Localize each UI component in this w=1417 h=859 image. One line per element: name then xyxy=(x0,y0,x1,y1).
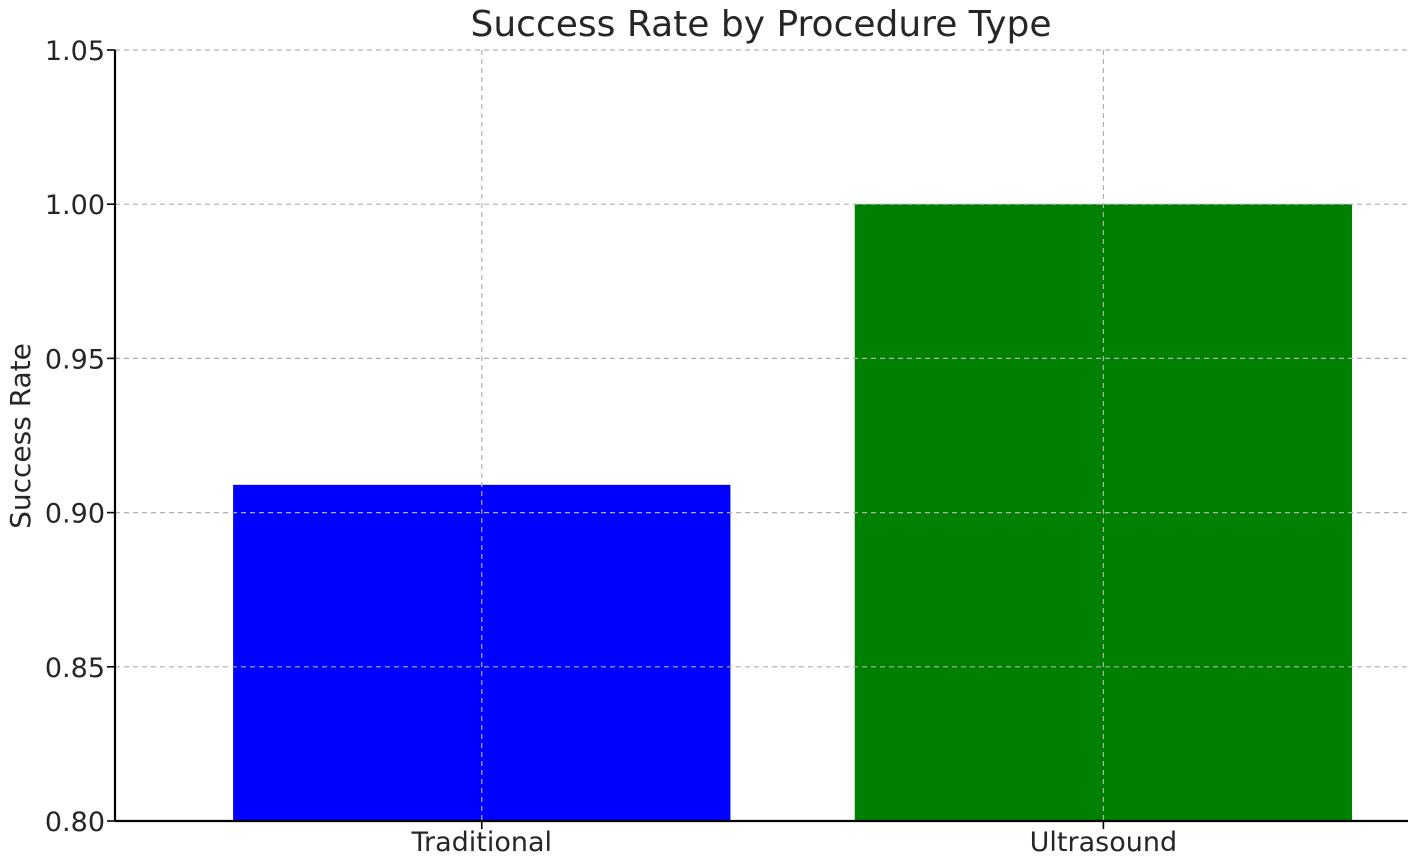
x-ticks: Traditional Ultrasound xyxy=(410,821,1177,858)
plot-area: 0.80 0.85 0.90 0.95 1.00 1.05 Traditional Ultra… xyxy=(45,36,1408,858)
y-tick-label-2: 0.90 xyxy=(45,499,105,530)
axes xyxy=(113,50,1408,823)
grid xyxy=(115,49,1408,822)
y-tick-label-4: 1.00 xyxy=(45,190,105,221)
y-axis-label: Success Rate xyxy=(4,343,37,529)
y-tick-label-3: 0.95 xyxy=(45,344,105,375)
y-tick-label-1: 0.85 xyxy=(45,653,105,684)
chart-title: Success Rate by Procedure Type xyxy=(471,4,1052,45)
y-ticks: 0.80 0.85 0.90 0.95 1.00 1.05 xyxy=(45,36,115,838)
y-tick-label-5: 1.05 xyxy=(45,36,105,67)
x-tick-label-traditional: Traditional xyxy=(410,827,552,858)
x-tick-label-ultrasound: Ultrasound xyxy=(1030,827,1177,858)
y-tick-label-0: 0.80 xyxy=(45,807,105,838)
